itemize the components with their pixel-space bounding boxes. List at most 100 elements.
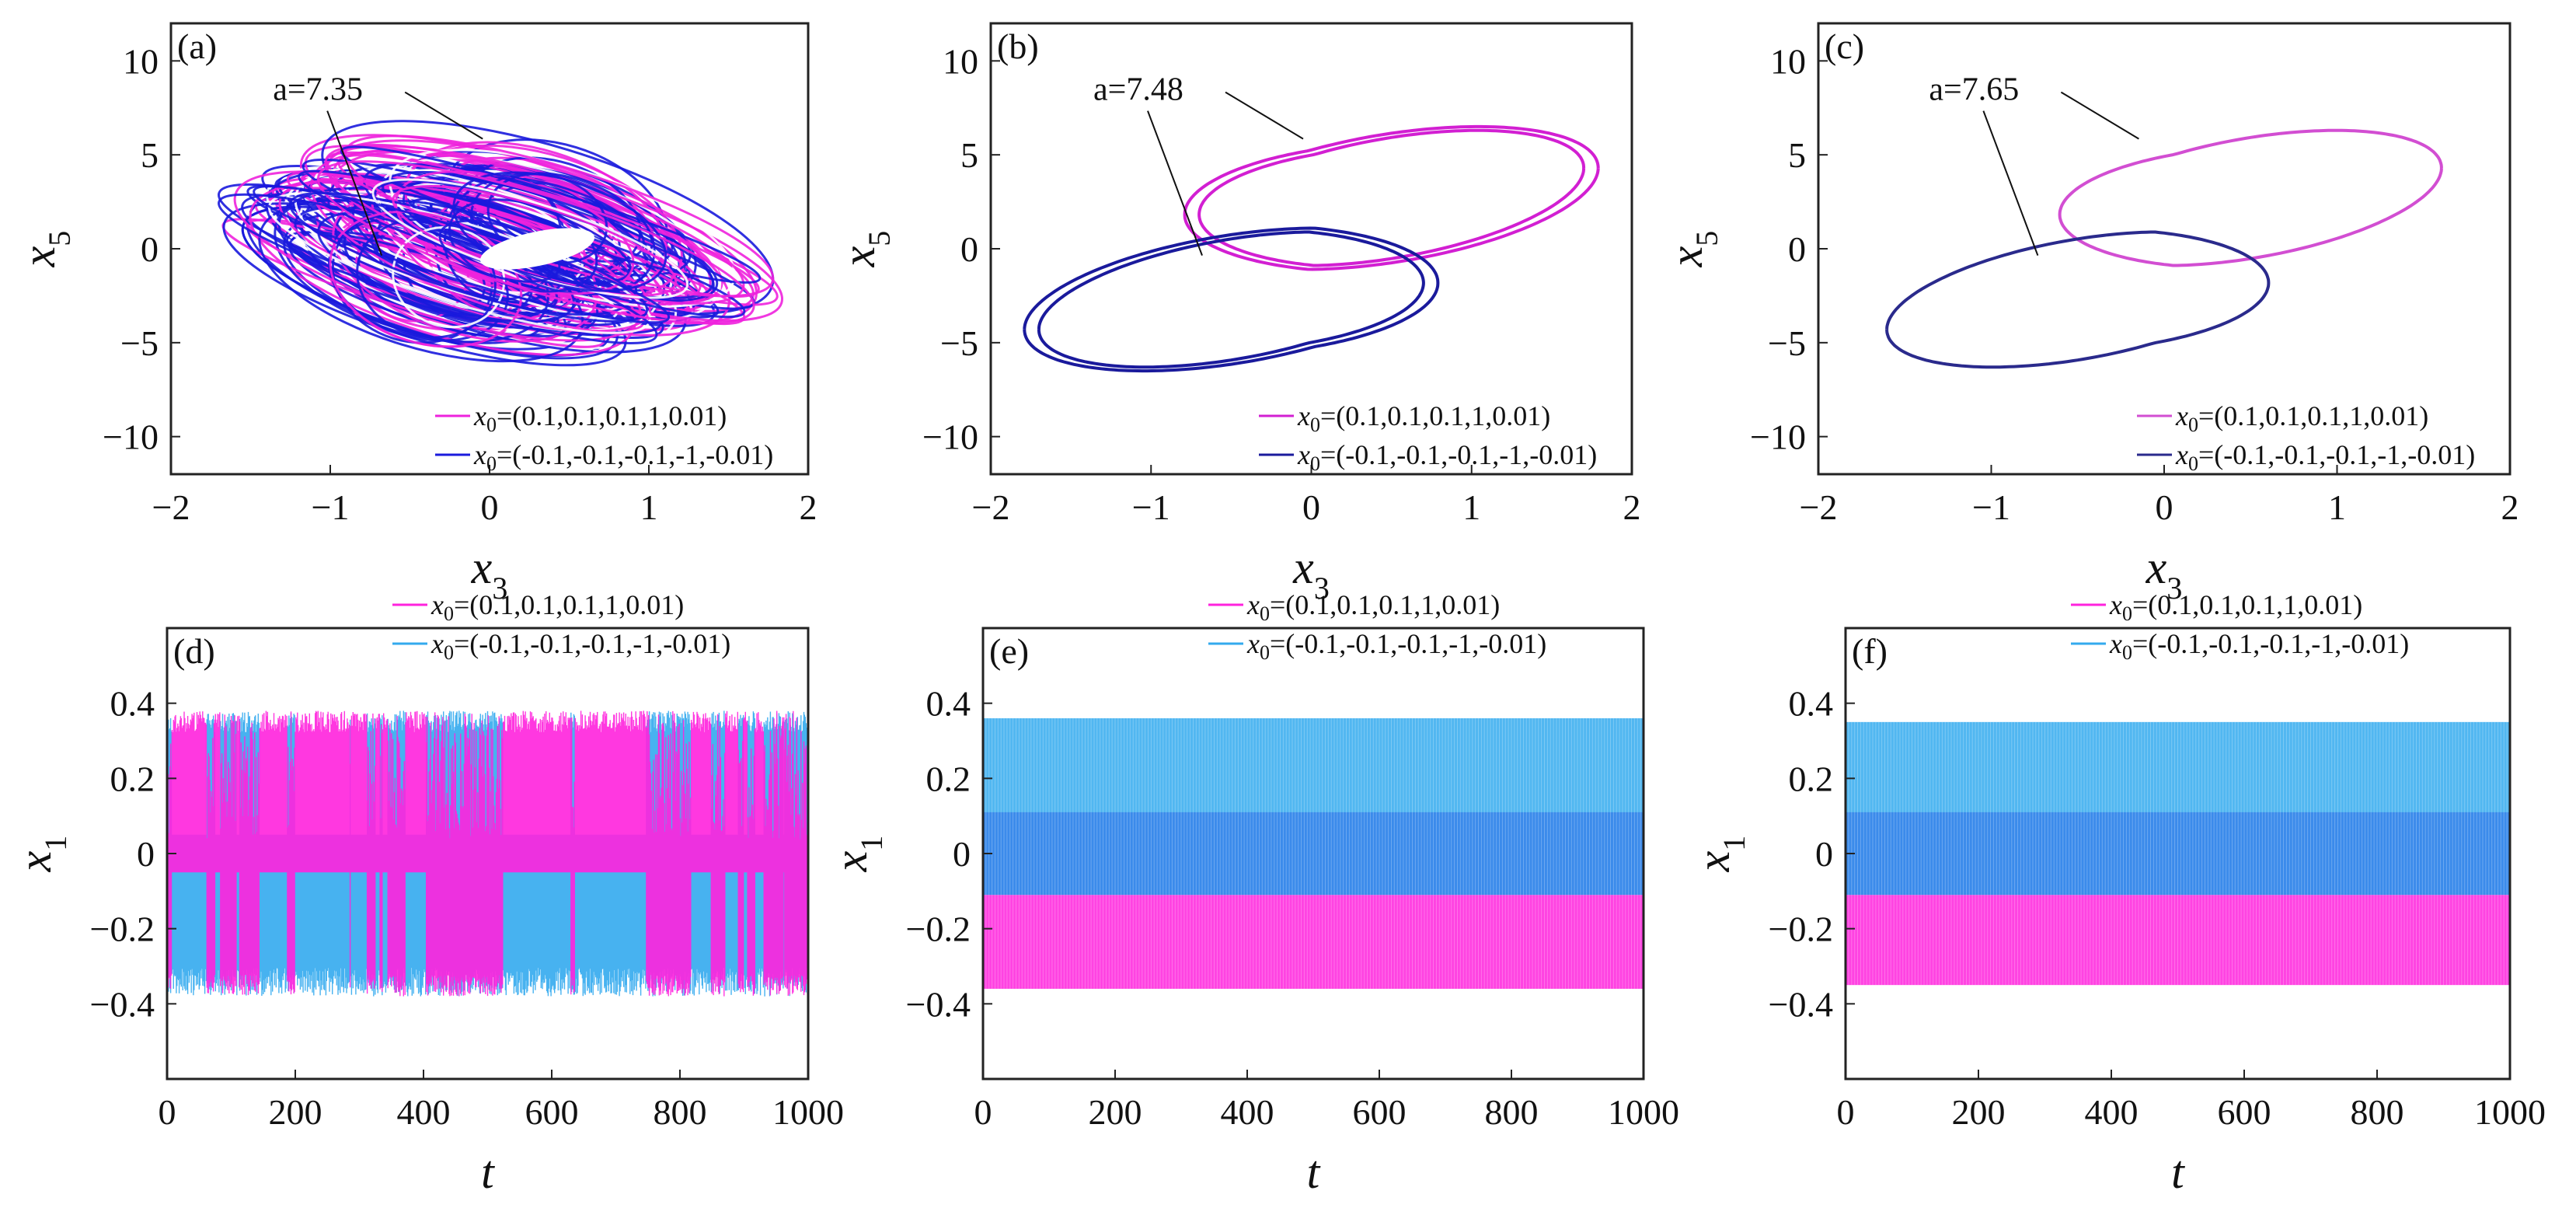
trajectory-loop	[253, 185, 671, 324]
y-tick-label: 0	[137, 834, 155, 874]
annotation-label: a=7.35	[273, 72, 363, 108]
overlap-band	[1846, 812, 2510, 896]
series-2-orbit	[1885, 230, 2271, 369]
x-axis-label: x3	[471, 542, 508, 606]
trajectory-loop	[452, 171, 668, 292]
x-tick-label: 200	[269, 1092, 322, 1132]
x-tick-label: 600	[1353, 1092, 1407, 1132]
y-tick-label: −0.2	[1769, 910, 1833, 949]
panel-e: 0 200 400 600 800 1000 0.4 0.2 0 −0.2 −0.4 (e) t x1 x0…	[825, 589, 1679, 1198]
y-tick-label: −10	[922, 417, 978, 457]
x-tick-label: 0	[1302, 487, 1320, 527]
x-tick-label: 0	[974, 1092, 992, 1132]
annotation-arrow	[404, 91, 483, 140]
y-tick-label: 0	[1788, 229, 1806, 269]
x-tick-label: 1	[2328, 487, 2346, 527]
x-tick-label: −2	[152, 487, 190, 527]
series-1-signal	[167, 710, 808, 997]
y-tick-label: 10	[1770, 41, 1806, 81]
annotation-label: a=7.48	[1093, 72, 1183, 108]
y-tick-label: 5	[1788, 135, 1806, 175]
legend-entry: x0=(0.1,0.1,0.1,1,0.01)	[2175, 400, 2428, 436]
panel-a: −2 −1 0 1 21050−5−10(a)x3x5a=7.35x0=(0.1,0.1…	[13, 22, 817, 606]
x-tick-label: −2	[1800, 487, 1838, 527]
legend-entry: x0=(0.1,0.1,0.1,1,0.01)	[473, 400, 727, 436]
panel-d: 0 200 400 600 800 1000 0.4 0.2 0 −0.2 −0.4 (d) t x1 x0…	[9, 589, 844, 1198]
y-axis-label: x1	[825, 836, 889, 873]
x-tick-label: −1	[1972, 487, 2010, 527]
x-tick-label: 400	[2085, 1092, 2139, 1132]
x-tick-label: 200	[1089, 1092, 1142, 1132]
annotation-arrow	[1147, 110, 1203, 256]
panel-label: (f)	[1852, 631, 1888, 671]
x-axis-label: x3	[1292, 542, 1330, 606]
x-tick-label: −1	[1132, 487, 1170, 527]
y-tick-label: −0.4	[90, 984, 155, 1024]
y-tick-label: −10	[103, 417, 159, 457]
y-tick-label: 5	[960, 135, 978, 175]
y-tick-label: 0.2	[926, 759, 971, 798]
series-2-orbit	[1023, 226, 1440, 373]
y-axis-label: x5	[13, 231, 77, 268]
series-1-orbit	[2058, 128, 2443, 267]
panel-label: (c)	[1825, 26, 1864, 66]
annotation-label: a=7.65	[1929, 72, 2019, 108]
trajectory-loop	[438, 219, 561, 283]
panel-label: (b)	[997, 26, 1039, 66]
y-tick-label: −5	[120, 323, 159, 363]
x-tick-label: 0	[159, 1092, 176, 1132]
band-texture	[1846, 721, 2510, 986]
x-tick-label: 2	[1623, 487, 1641, 527]
annotation-arrow	[1225, 91, 1304, 140]
x-axis-label: x3	[2146, 542, 2183, 606]
panel-label: (d)	[173, 631, 215, 671]
series-1-band	[983, 895, 1644, 989]
panel-f: 0 200 400 600 800 1000 0.4 0.2 0 −0.2 −0.4 (f) t x1 x0…	[1688, 589, 2546, 1198]
legend-entry: x0=(-0.1,-0.1,-0.1,-1,-0.01)	[2109, 628, 2409, 664]
legend-entry: x0=(-0.1,-0.1,-0.1,-1,-0.01)	[1246, 628, 1546, 664]
x-tick-label: 0	[1837, 1092, 1855, 1132]
y-axis-label: x1	[9, 836, 73, 873]
x-tick-label: 1000	[772, 1092, 844, 1132]
x-tick-label: 800	[654, 1092, 707, 1132]
y-tick-label: 0	[960, 229, 978, 269]
annotation-arrow	[1982, 110, 2039, 256]
legend-entry: x0=(0.1,0.1,0.1,1,0.01)	[1297, 400, 1550, 436]
x-axis-label: t	[2171, 1147, 2185, 1198]
y-axis-label: x5	[833, 231, 897, 268]
y-tick-label: 0.2	[110, 759, 155, 798]
x-tick-label: −2	[972, 487, 1010, 527]
series-1-orbit	[1183, 124, 1600, 271]
y-tick-label: −0.4	[906, 984, 971, 1024]
x-axis-label: t	[1307, 1147, 1321, 1198]
panel-label: (a)	[177, 26, 217, 66]
x-tick-label: 200	[1952, 1092, 2006, 1132]
trajectory-loop	[316, 160, 755, 325]
series-2-orbit	[1037, 230, 1425, 369]
y-tick-label: 0.4	[926, 684, 971, 724]
x-tick-label: 0	[481, 487, 499, 527]
overlap-band	[983, 812, 1644, 896]
x-axis-label: t	[481, 1147, 495, 1198]
plot-area	[1846, 721, 2510, 986]
plot-area	[217, 120, 783, 367]
x-tick-label: 2	[2501, 487, 2519, 527]
trajectory-loop	[288, 191, 649, 323]
trajectory-loop	[274, 187, 549, 344]
y-tick-label: 0	[141, 229, 159, 269]
y-tick-label: −5	[940, 323, 978, 363]
plot-area	[1885, 128, 2443, 369]
plot-area	[983, 718, 1644, 989]
plot-area	[1023, 124, 1600, 373]
panel-label: (e)	[989, 631, 1029, 671]
attractor-hole	[479, 228, 595, 270]
x-tick-label: 600	[2218, 1092, 2271, 1132]
x-tick-label: 800	[1485, 1092, 1539, 1132]
y-tick-label: −10	[1750, 417, 1806, 457]
legend-entry: x0=(-0.1,-0.1,-0.1,-1,-0.01)	[473, 439, 773, 475]
y-tick-label: −0.4	[1769, 984, 1833, 1024]
x-tick-label: 1	[640, 487, 658, 527]
x-tick-label: 1000	[2474, 1092, 2546, 1132]
x-tick-label: 400	[1221, 1092, 1274, 1132]
